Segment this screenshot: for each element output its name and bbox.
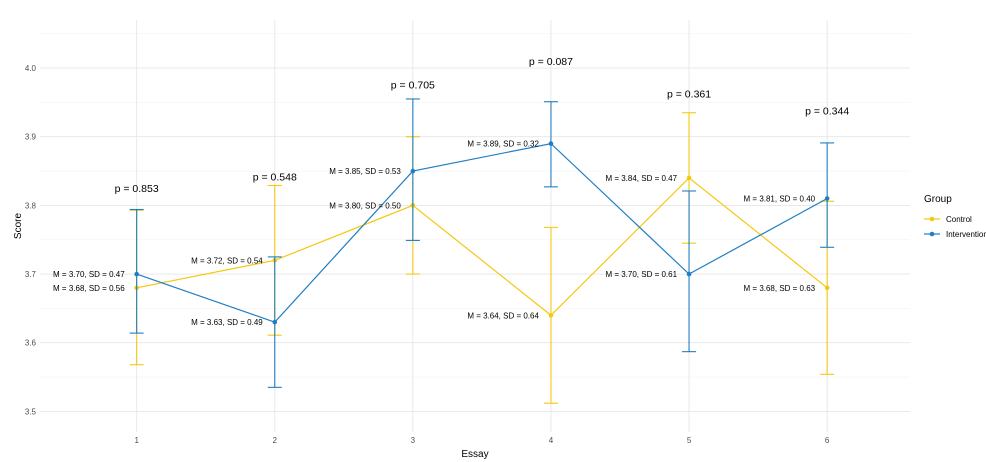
mean-sd-label: M = 3.85, SD = 0.53: [329, 167, 401, 176]
mean-sd-label: M = 3.70, SD = 0.61: [605, 270, 677, 279]
data-point: [272, 319, 278, 325]
annotations: M = 3.68, SD = 0.56 M = 3.72, SD = 0.54 M …: [53, 56, 849, 327]
p-value-label: p = 0.087: [529, 56, 573, 68]
data-point: [824, 196, 830, 201]
legend-title: Group: [924, 194, 952, 205]
legend-key-point: [929, 216, 935, 222]
x-tick-label: 3: [411, 436, 416, 445]
y-axis-title: Score: [13, 213, 24, 240]
mean-sd-label: M = 3.80, SD = 0.50: [329, 201, 401, 210]
data-point: [824, 285, 830, 291]
data-point: [410, 168, 416, 174]
y-tick-label: 3.5: [25, 407, 37, 416]
y-tick-label: 3.9: [25, 133, 37, 142]
series-line: [136, 142, 828, 323]
data-point: [686, 175, 692, 181]
p-value-label: p = 0.705: [391, 80, 435, 92]
mean-sd-label: M = 3.70, SD = 0.47: [53, 270, 125, 279]
mean-sd-label: M = 3.89, SD = 0.32: [467, 140, 539, 149]
p-value-label: p = 0.548: [253, 172, 297, 184]
mean-sd-label: M = 3.68, SD = 0.56: [53, 284, 125, 293]
data-point: [548, 312, 554, 318]
mean-sd-label: M = 3.84, SD = 0.47: [605, 174, 677, 183]
x-tick-label: 1: [134, 436, 139, 445]
data-point: [548, 141, 554, 146]
mean-sd-label: M = 3.64, SD = 0.64: [467, 311, 539, 320]
grid: [40, 20, 910, 432]
series: [129, 98, 835, 404]
p-value-label: p = 0.344: [805, 106, 849, 118]
y-tick-label: 4.0: [25, 64, 37, 73]
x-tick-label: 4: [549, 436, 554, 445]
axes: 3.5 3.6 3.7 3.8 3.9 4.0 1 2 3 4 5 6 Essay Score: [13, 64, 830, 460]
data-point: [686, 271, 692, 277]
mean-sd-label: M = 3.81, SD = 0.40: [744, 195, 816, 204]
series-line: [136, 177, 828, 317]
p-value-label: p = 0.853: [115, 183, 159, 195]
mean-sd-label: M = 3.63, SD = 0.49: [191, 318, 263, 327]
mean-sd-label: M = 3.68, SD = 0.63: [744, 284, 816, 293]
series-intervention: [129, 98, 835, 388]
x-tick-label: 5: [687, 436, 692, 445]
legend-label: Control: [946, 215, 972, 224]
y-tick-label: 3.8: [25, 201, 37, 210]
x-tick-label: 6: [825, 436, 830, 445]
legend: Group Control Intervention: [924, 194, 986, 239]
x-axis-title: Essay: [461, 449, 488, 460]
x-tick-label: 2: [273, 436, 278, 445]
p-value-label: p = 0.361: [667, 88, 711, 100]
legend-label: Intervention: [946, 230, 986, 239]
y-tick-label: 3.7: [25, 270, 37, 279]
y-tick-label: 3.6: [25, 339, 37, 348]
mean-sd-label: M = 3.72, SD = 0.54: [191, 256, 263, 265]
data-point: [134, 271, 139, 277]
legend-key-point: [929, 231, 935, 237]
